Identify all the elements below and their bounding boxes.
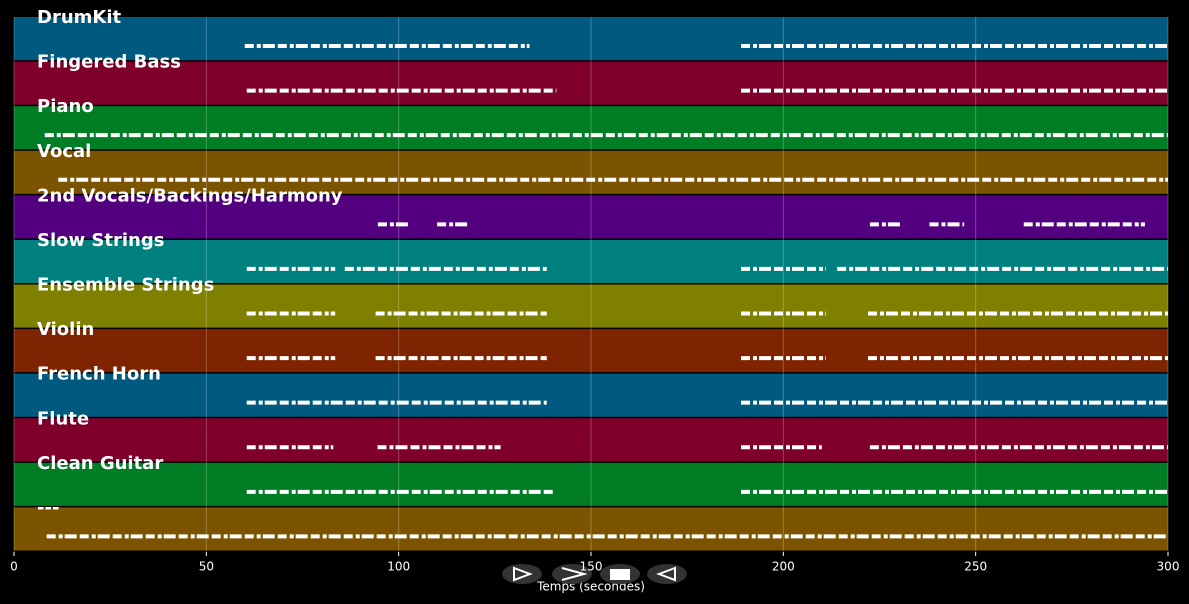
track-row [14, 61, 1168, 105]
track-row [14, 17, 1168, 61]
back-button[interactable] [647, 564, 687, 584]
track-row [14, 150, 1168, 194]
track-label: Clean Guitar [37, 453, 163, 474]
track-row [14, 239, 1168, 283]
stop-button[interactable] [600, 564, 640, 584]
x-tick-label: 300 [1157, 560, 1180, 574]
track-labels: DrumKit Fingered Bass Piano Vocal 2nd Vocals… [37, 7, 343, 518]
x-tick-label: 50 [199, 560, 214, 574]
track-label: Vocal [37, 141, 91, 162]
track-label: Slow Strings [37, 230, 164, 251]
x-tick-label: 250 [964, 560, 987, 574]
track-row [14, 507, 1168, 551]
playback-controls [502, 564, 687, 584]
track-label: --- [37, 497, 59, 518]
forward-button[interactable] [552, 564, 592, 584]
track-label: 2nd Vocals/Backings/Harmony [37, 185, 343, 206]
track-row [14, 373, 1168, 417]
track-label: Ensemble Strings [37, 275, 214, 296]
x-tick-label: 150 [580, 560, 603, 574]
play-button[interactable] [502, 564, 542, 584]
track-row [14, 284, 1168, 328]
x-tick-label: 200 [772, 560, 795, 574]
tracks [13, 17, 1169, 552]
track-label: Violin [37, 319, 94, 340]
track-label: DrumKit [37, 7, 122, 28]
track-label: Fingered Bass [37, 52, 181, 73]
track-row [14, 462, 1168, 506]
x-tick-label: 0 [10, 560, 18, 574]
track-row [14, 418, 1168, 462]
x-tick-label: 100 [387, 560, 410, 574]
track-label: French Horn [37, 364, 161, 385]
track-label: Flute [37, 408, 89, 429]
track-row [14, 106, 1168, 150]
track-row [14, 195, 1168, 239]
track-row [14, 329, 1168, 373]
track-label: Piano [37, 96, 94, 117]
